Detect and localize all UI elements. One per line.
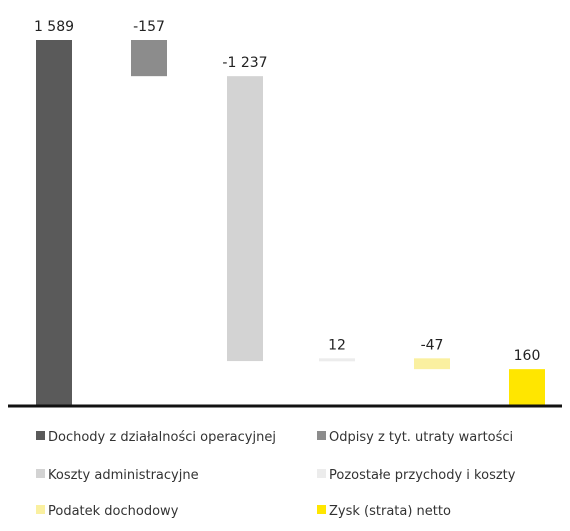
bars-group bbox=[36, 40, 545, 406]
legend-label-3: Koszty administracyjne bbox=[48, 468, 199, 483]
legend-swatch-4 bbox=[317, 469, 326, 478]
legend-swatch-3 bbox=[36, 469, 45, 478]
value-label-1: 1 589 bbox=[34, 19, 74, 35]
bar-5 bbox=[414, 358, 450, 370]
bar-2 bbox=[131, 40, 167, 77]
bar-4 bbox=[319, 358, 355, 362]
legend-swatch-1 bbox=[36, 431, 45, 440]
bar-6 bbox=[509, 369, 545, 406]
legend-swatch-6 bbox=[317, 505, 326, 514]
value-labels-group: 1 589 -157 -1 237 12 -47 160 bbox=[34, 19, 540, 364]
value-label-2: -157 bbox=[133, 19, 165, 35]
value-label-3: -1 237 bbox=[222, 55, 267, 71]
legend-item-4: Pozostałe przychody i koszty bbox=[317, 468, 516, 483]
value-label-6: 160 bbox=[514, 348, 541, 364]
legend-label-5: Podatek dochodowy bbox=[48, 504, 179, 519]
legend-item-3: Koszty administracyjne bbox=[36, 468, 199, 483]
value-label-4: 12 bbox=[328, 337, 346, 353]
bar-3 bbox=[227, 76, 263, 362]
legend: Dochody z działalności operacyjnej Odpisy… bbox=[36, 430, 516, 519]
legend-item-5: Podatek dochodowy bbox=[36, 504, 179, 519]
legend-item-1: Dochody z działalności operacyjnej bbox=[36, 430, 276, 445]
bar-1 bbox=[36, 40, 72, 406]
legend-item-6: Zysk (strata) netto bbox=[317, 504, 451, 519]
legend-item-2: Odpisy z tyt. utraty wartości bbox=[317, 430, 513, 445]
value-label-5: -47 bbox=[421, 337, 444, 353]
legend-label-6: Zysk (strata) netto bbox=[329, 504, 451, 519]
legend-label-4: Pozostałe przychody i koszty bbox=[329, 468, 516, 483]
legend-label-2: Odpisy z tyt. utraty wartości bbox=[329, 430, 513, 445]
legend-label-1: Dochody z działalności operacyjnej bbox=[48, 430, 276, 445]
legend-swatch-5 bbox=[36, 505, 45, 514]
legend-swatch-2 bbox=[317, 431, 326, 440]
